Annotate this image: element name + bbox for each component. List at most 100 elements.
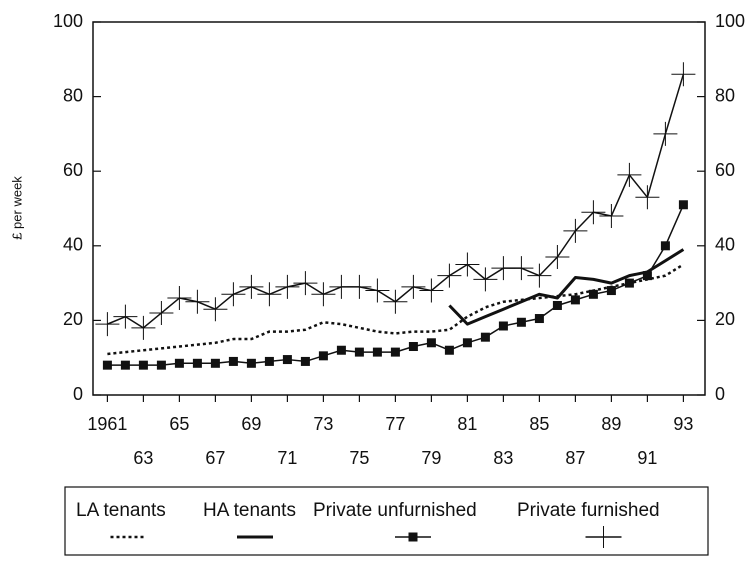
marker — [462, 338, 472, 348]
x-tick-label: 93 — [673, 414, 693, 434]
marker — [210, 358, 220, 368]
marker — [509, 256, 534, 281]
marker — [113, 304, 138, 329]
marker — [365, 278, 390, 303]
x-tick-label: 65 — [169, 414, 189, 434]
marker — [120, 360, 130, 370]
x-tick-label: 91 — [637, 448, 657, 468]
marker — [149, 300, 174, 325]
marker — [282, 355, 292, 365]
marker — [408, 342, 418, 352]
y-tick-label: 60 — [63, 160, 83, 180]
marker — [653, 121, 678, 146]
x-tick-label: 83 — [493, 448, 513, 468]
legend-label: LA tenants — [76, 500, 166, 521]
y-tick-label: 80 — [63, 85, 83, 105]
marker — [174, 358, 184, 368]
x-tick-label: 85 — [529, 414, 549, 434]
marker — [275, 274, 300, 299]
marker — [588, 289, 598, 299]
marker — [293, 271, 318, 296]
marker — [95, 312, 120, 337]
marker — [192, 358, 202, 368]
marker — [257, 282, 282, 307]
marker — [300, 356, 310, 366]
marker — [401, 274, 426, 299]
marker — [570, 295, 580, 305]
x-tick-label: 87 — [565, 448, 585, 468]
marker — [221, 282, 246, 307]
series-line — [107, 204, 685, 366]
marker — [606, 286, 616, 296]
marker — [228, 356, 238, 366]
y-tick-label: 0 — [73, 384, 83, 404]
series-line — [107, 263, 685, 356]
marker — [419, 278, 444, 303]
marker — [383, 289, 408, 314]
marker — [624, 278, 634, 288]
x-tick-label: 73 — [313, 414, 333, 434]
marker — [635, 185, 660, 210]
x-tick-label: 67 — [205, 448, 225, 468]
x-tick-label: 69 — [241, 414, 261, 434]
marker — [354, 347, 364, 357]
marker — [581, 200, 606, 225]
marker — [678, 200, 688, 210]
marker — [473, 267, 498, 292]
legend-swatch — [408, 532, 418, 542]
marker — [167, 286, 192, 311]
marker — [617, 162, 642, 187]
x-tick-label: 75 — [349, 448, 369, 468]
y2-tick-label: 60 — [715, 160, 735, 180]
marker — [138, 360, 148, 370]
x-tick-label: 81 — [457, 414, 477, 434]
y2-tick-label: 0 — [715, 384, 725, 404]
y-tick-label: 100 — [53, 11, 83, 31]
y2-tick-label: 80 — [715, 85, 735, 105]
marker — [264, 356, 274, 366]
marker — [311, 282, 336, 307]
marker — [545, 244, 570, 269]
marker — [390, 347, 400, 357]
marker — [185, 289, 210, 314]
marker — [660, 241, 670, 251]
x-tick-label: 89 — [601, 414, 621, 434]
marker — [516, 317, 526, 327]
x-tick-label: 71 — [277, 448, 297, 468]
x-tick-label: 77 — [385, 414, 405, 434]
marker — [131, 315, 156, 340]
legend-box — [64, 486, 709, 556]
x-tick-label: 79 — [421, 448, 441, 468]
marker — [437, 263, 462, 288]
y-axis-label: £ per week — [9, 176, 24, 240]
series-line — [448, 248, 685, 326]
y2-tick-label: 20 — [715, 309, 735, 329]
legend-label: Private unfurnished — [313, 500, 477, 521]
marker — [552, 300, 562, 310]
marker — [642, 271, 652, 281]
marker — [246, 358, 256, 368]
marker — [599, 203, 624, 228]
marker — [156, 360, 166, 370]
y2-tick-label: 40 — [715, 235, 735, 255]
marker — [498, 321, 508, 331]
marker — [527, 263, 552, 288]
marker — [203, 297, 228, 322]
y-tick-label: 40 — [63, 235, 83, 255]
marker — [318, 351, 328, 361]
marker — [347, 274, 372, 299]
x-tick-label: 1961 — [87, 414, 127, 434]
marker — [671, 62, 696, 87]
marker — [534, 314, 544, 324]
y2-tick-label: 100 — [715, 11, 745, 31]
marker — [444, 345, 454, 355]
marker — [372, 347, 382, 357]
marker — [239, 274, 264, 299]
y-tick-label: 20 — [63, 309, 83, 329]
marker — [336, 345, 346, 355]
x-tick-label: 63 — [133, 448, 153, 468]
legend-label: HA tenants — [203, 500, 296, 521]
marker — [563, 218, 588, 243]
legend-label: Private furnished — [517, 500, 660, 521]
